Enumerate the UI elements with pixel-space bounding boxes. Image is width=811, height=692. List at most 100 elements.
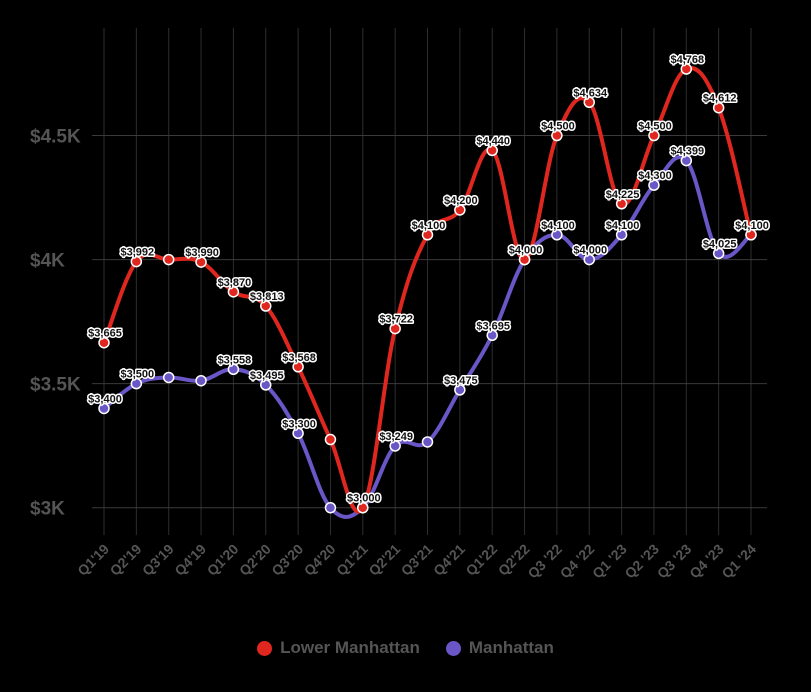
data-point-lower-manhattan[interactable] — [389, 322, 401, 335]
data-label-manhattan: $3,300 — [282, 418, 316, 430]
data-label-lower-manhattan: $4,225 — [606, 189, 640, 201]
data-point-manhattan[interactable] — [260, 379, 272, 391]
x-tick-label: Q3'20 — [268, 541, 306, 579]
y-tick-label: $4.5K — [30, 127, 81, 148]
data-point-lower-manhattan[interactable] — [324, 433, 337, 446]
x-tick-label: Q4'19 — [171, 541, 209, 579]
data-point-manhattan[interactable] — [292, 427, 304, 440]
data-label-lower-manhattan: $4,200 — [444, 195, 478, 207]
data-label-manhattan: $4,100 — [606, 220, 640, 232]
data-point-manhattan[interactable] — [454, 384, 466, 396]
data-label-lower-manhattan: $4,612 — [703, 93, 737, 105]
legend-item-lower-manhattan[interactable]: Lower Manhattan — [257, 638, 420, 658]
data-label-manhattan: $4,300 — [638, 170, 672, 182]
x-tick-label: Q2 '23 — [621, 541, 662, 582]
y-axis-ticks: $3K $3.5K $4K $4.5K — [30, 127, 81, 520]
data-labels: $3,400 $3,500 $3,558 $3,495 $3,300 $3,249 $3,4… — [87, 53, 771, 507]
data-point-lower-manhattan[interactable] — [648, 129, 660, 142]
x-tick-label: Q1'19 — [74, 541, 112, 579]
data-label-lower-manhattan: $4,440 — [476, 135, 510, 147]
data-label-lower-manhattan: $3,870 — [218, 277, 252, 289]
y-tick-label: $3K — [30, 499, 65, 520]
data-label-lower-manhattan: $3,813 — [250, 291, 284, 303]
data-label-lower-manhattan: $4,500 — [638, 121, 672, 133]
data-point-lower-manhattan[interactable] — [162, 253, 175, 266]
data-label-lower-manhattan: $3,990 — [185, 247, 219, 259]
data-label-manhattan: $3,400 — [88, 393, 122, 405]
data-point-lower-manhattan[interactable] — [486, 144, 498, 157]
data-label-manhattan: $4,399 — [670, 146, 704, 158]
data-point-lower-manhattan[interactable] — [195, 256, 207, 268]
data-points — [98, 63, 757, 514]
data-label-lower-manhattan: $3,000 — [347, 493, 381, 505]
x-tick-label: Q1'20 — [204, 541, 242, 579]
data-point-lower-manhattan[interactable] — [292, 361, 304, 373]
data-point-manhattan[interactable] — [712, 247, 725, 260]
data-point-manhattan[interactable] — [648, 179, 660, 191]
data-label-lower-manhattan: $3,992 — [121, 247, 155, 259]
legend-label-manhattan: Manhattan — [468, 638, 554, 657]
data-point-lower-manhattan[interactable] — [130, 255, 143, 268]
data-label-manhattan: $4,100 — [735, 220, 769, 232]
x-tick-label: Q2'21 — [365, 541, 403, 579]
data-point-lower-manhattan[interactable] — [615, 198, 628, 210]
x-tick-label: Q3 '23 — [654, 541, 695, 582]
data-point-manhattan[interactable] — [680, 154, 693, 167]
data-label-lower-manhattan: $4,000 — [509, 245, 543, 257]
data-point-manhattan[interactable] — [324, 501, 337, 514]
data-point-manhattan[interactable] — [389, 440, 401, 452]
data-point-lower-manhattan[interactable] — [357, 501, 369, 514]
x-tick-label: Q3'21 — [398, 541, 436, 579]
legend-swatch-lower-manhattan — [257, 640, 273, 656]
data-point-lower-manhattan[interactable] — [551, 129, 563, 142]
data-point-lower-manhattan[interactable] — [745, 229, 757, 241]
grid — [92, 28, 767, 535]
x-tick-label: Q1'21 — [333, 541, 371, 579]
data-label-manhattan: $3,558 — [218, 354, 252, 366]
data-point-manhattan[interactable] — [227, 363, 240, 376]
data-point-lower-manhattan[interactable] — [518, 253, 531, 266]
data-label-lower-manhattan: $4,100 — [735, 220, 769, 232]
data-point-lower-manhattan[interactable] — [227, 286, 240, 298]
data-label-lower-manhattan: $4,500 — [541, 121, 575, 133]
data-point-lower-manhattan[interactable] — [680, 63, 693, 75]
x-tick-label: Q4'20 — [301, 541, 339, 579]
data-point-lower-manhattan[interactable] — [583, 96, 595, 109]
data-point-lower-manhattan[interactable] — [98, 336, 110, 349]
data-point-lower-manhattan[interactable] — [712, 101, 725, 114]
legend-item-manhattan[interactable]: Manhattan — [445, 638, 554, 658]
data-point-manhattan[interactable] — [195, 374, 207, 387]
data-label-lower-manhattan: $4,100 — [412, 220, 446, 232]
data-point-manhattan[interactable] — [551, 229, 563, 241]
data-label-lower-manhattan: $3,568 — [282, 352, 316, 364]
x-tick-label: Q2'19 — [107, 541, 145, 579]
x-tick-label: Q1'22 — [462, 541, 500, 579]
data-point-lower-manhattan[interactable] — [454, 204, 466, 216]
data-label-manhattan: $3,249 — [379, 431, 413, 443]
x-tick-label: Q1 '24 — [718, 541, 759, 582]
y-tick-label: $3.5K — [30, 375, 81, 396]
data-point-manhattan[interactable] — [421, 436, 434, 448]
data-point-lower-manhattan[interactable] — [421, 229, 434, 241]
data-point-manhattan[interactable] — [98, 402, 110, 415]
x-tick-label: Q4 '23 — [686, 541, 727, 582]
data-label-lower-manhattan: $3,665 — [88, 328, 122, 340]
series-line-lower-manhattan — [102, 66, 753, 514]
data-point-manhattan[interactable] — [162, 371, 175, 384]
data-point-manhattan[interactable] — [486, 329, 498, 342]
data-label-lower-manhattan: $4,768 — [670, 54, 704, 66]
x-tick-label: Q2'20 — [236, 541, 274, 579]
data-label-manhattan: $3,475 — [444, 375, 478, 387]
data-label-manhattan: $4,100 — [541, 220, 575, 232]
data-label-manhattan: $4,025 — [703, 238, 737, 250]
data-point-manhattan[interactable] — [583, 253, 595, 266]
data-label-lower-manhattan: $4,634 — [573, 87, 608, 99]
data-point-manhattan[interactable] — [130, 377, 143, 390]
data-point-manhattan[interactable] — [615, 229, 628, 241]
data-point-lower-manhattan[interactable] — [260, 300, 272, 312]
legend-label-lower-manhattan: Lower Manhattan — [280, 638, 420, 657]
data-label-manhattan: $4,000 — [573, 245, 607, 257]
x-tick-label: Q1 '23 — [589, 541, 630, 582]
data-label-manhattan: $3,695 — [476, 320, 510, 332]
